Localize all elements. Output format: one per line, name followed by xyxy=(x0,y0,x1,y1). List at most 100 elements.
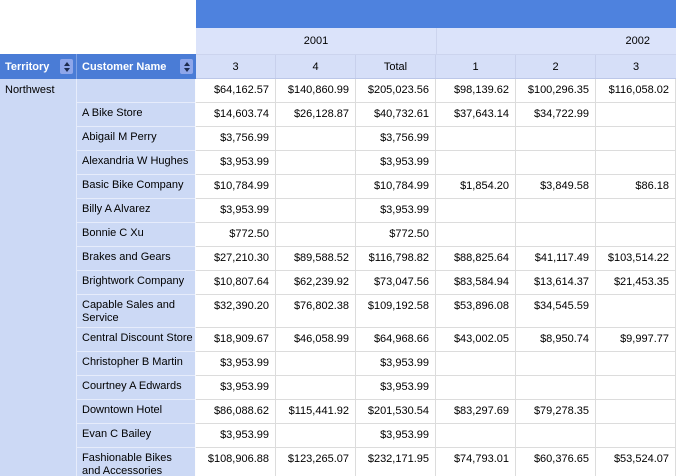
value-cell xyxy=(436,352,516,376)
value-cell: $14,603.74 xyxy=(196,103,276,127)
value-cell: $83,297.69 xyxy=(436,400,516,424)
table-row: Bonnie C Xu $772.50 $772.50 xyxy=(77,223,676,247)
value-cell: $123,265.07 xyxy=(276,448,356,476)
value-cell: $34,545.59 xyxy=(516,295,596,328)
value-cell: $37,643.14 xyxy=(436,103,516,127)
value-cell: $3,953.99 xyxy=(356,352,436,376)
value-cell: $21,453.35 xyxy=(596,271,676,295)
customer-name-cell: Christopher B Martin xyxy=(77,352,196,376)
customer-name-cell: Basic Bike Company xyxy=(77,175,196,199)
customer-name-cell xyxy=(77,79,196,103)
value-cell xyxy=(516,352,596,376)
customer-name-cell: Central Discount Store xyxy=(77,328,196,352)
customer-name-cell: Evan C Bailey xyxy=(77,424,196,448)
value-cell: $53,524.07 xyxy=(596,448,676,476)
value-cell: $772.50 xyxy=(356,223,436,247)
value-cell xyxy=(276,424,356,448)
value-cell: $9,997.77 xyxy=(596,328,676,352)
value-cell xyxy=(436,199,516,223)
value-cell: $115,441.92 xyxy=(276,400,356,424)
table-row: Billy A Alvarez $3,953.99 $3,953.99 xyxy=(77,199,676,223)
value-cell: $232,171.95 xyxy=(356,448,436,476)
value-cell: $40,732.61 xyxy=(356,103,436,127)
customer-name-header-label: Customer Name xyxy=(82,60,167,73)
value-cell xyxy=(276,151,356,175)
value-cell: $10,784.99 xyxy=(196,175,276,199)
table-row: $64,162.57 $140,860.99 $205,023.56 $98,139.… xyxy=(77,79,676,103)
value-cell xyxy=(516,127,596,151)
value-cell xyxy=(596,352,676,376)
sort-territory-button[interactable] xyxy=(60,59,73,74)
value-cell: $8,950.74 xyxy=(516,328,596,352)
value-cell: $10,807.64 xyxy=(196,271,276,295)
value-cell: $86.18 xyxy=(596,175,676,199)
table-row: Capable Sales and Service $32,390.20 $76,8… xyxy=(77,295,676,328)
table-body: $64,162.57 $140,860.99 $205,023.56 $98,139.… xyxy=(77,79,676,476)
customer-name-cell: Courtney A Edwards xyxy=(77,376,196,400)
year-group-2001: 2001 xyxy=(196,28,436,54)
value-cell: $64,162.57 xyxy=(196,79,276,103)
value-cell: $3,756.99 xyxy=(196,127,276,151)
value-cell: $116,798.82 xyxy=(356,247,436,271)
value-cell xyxy=(516,376,596,400)
customer-name-cell: A Bike Store xyxy=(77,103,196,127)
row-header-bar: Territory Customer Name xyxy=(0,54,196,79)
value-cell: $60,376.65 xyxy=(516,448,596,476)
table-row: Basic Bike Company $10,784.99 $10,784.99 $1… xyxy=(77,175,676,199)
value-cell: $103,514.22 xyxy=(596,247,676,271)
value-cell: $1,854.20 xyxy=(436,175,516,199)
table-row: Evan C Bailey $3,953.99 $3,953.99 xyxy=(77,424,676,448)
year-label: 2001 xyxy=(303,35,329,47)
value-cell: $3,953.99 xyxy=(356,424,436,448)
value-cell: $109,192.58 xyxy=(356,295,436,328)
value-cell xyxy=(276,175,356,199)
month-column-header-row: 3 4 Total 1 2 3 xyxy=(196,55,676,79)
value-cell xyxy=(596,295,676,328)
value-cell: $26,128.87 xyxy=(276,103,356,127)
value-cell: $98,139.62 xyxy=(436,79,516,103)
value-cell xyxy=(596,400,676,424)
value-cell xyxy=(596,199,676,223)
value-cell: $3,953.99 xyxy=(196,376,276,400)
value-cell xyxy=(516,223,596,247)
value-cell xyxy=(276,127,356,151)
value-cell xyxy=(596,376,676,400)
value-cell: $772.50 xyxy=(196,223,276,247)
value-cell xyxy=(276,376,356,400)
table-row: Downtown Hotel $86,088.62 $115,441.92 $201,… xyxy=(77,400,676,424)
year-label: 2002 xyxy=(625,35,650,47)
table-row: A Bike Store $14,603.74 $26,128.87 $40,732.… xyxy=(77,103,676,127)
column-header-2002-3: 3 xyxy=(632,60,640,73)
value-cell xyxy=(276,199,356,223)
value-cell: $46,058.99 xyxy=(276,328,356,352)
value-cell: $43,002.05 xyxy=(436,328,516,352)
value-cell: $18,909.67 xyxy=(196,328,276,352)
value-cell: $88,825.64 xyxy=(436,247,516,271)
table-row: Central Discount Store $18,909.67 $46,058.… xyxy=(77,328,676,352)
value-cell: $41,117.49 xyxy=(516,247,596,271)
value-cell: $3,953.99 xyxy=(196,199,276,223)
value-cell: $3,953.99 xyxy=(356,199,436,223)
customer-name-cell: Alexandria W Hughes xyxy=(77,151,196,175)
table-row: Christopher B Martin $3,953.99 $3,953.99 xyxy=(77,352,676,376)
value-cell: $116,058.02 xyxy=(596,79,676,103)
table-row: Abigail M Perry $3,756.99 $3,756.99 xyxy=(77,127,676,151)
value-cell: $62,239.92 xyxy=(276,271,356,295)
customer-name-cell: Abigail M Perry xyxy=(77,127,196,151)
territory-header-label: Territory xyxy=(5,60,50,73)
value-cell: $100,296.35 xyxy=(516,79,596,103)
value-cell: $13,614.37 xyxy=(516,271,596,295)
value-cell: $86,088.62 xyxy=(196,400,276,424)
value-cell xyxy=(596,223,676,247)
sort-customer-name-button[interactable] xyxy=(180,59,193,74)
value-cell xyxy=(516,424,596,448)
value-cell xyxy=(276,352,356,376)
sort-down-icon xyxy=(63,67,70,72)
value-cell: $3,953.99 xyxy=(356,376,436,400)
value-cell: $89,588.52 xyxy=(276,247,356,271)
value-cell xyxy=(516,199,596,223)
territory-value: Northwest xyxy=(5,84,55,96)
value-cell: $201,530.54 xyxy=(356,400,436,424)
report-header-band xyxy=(196,0,676,28)
